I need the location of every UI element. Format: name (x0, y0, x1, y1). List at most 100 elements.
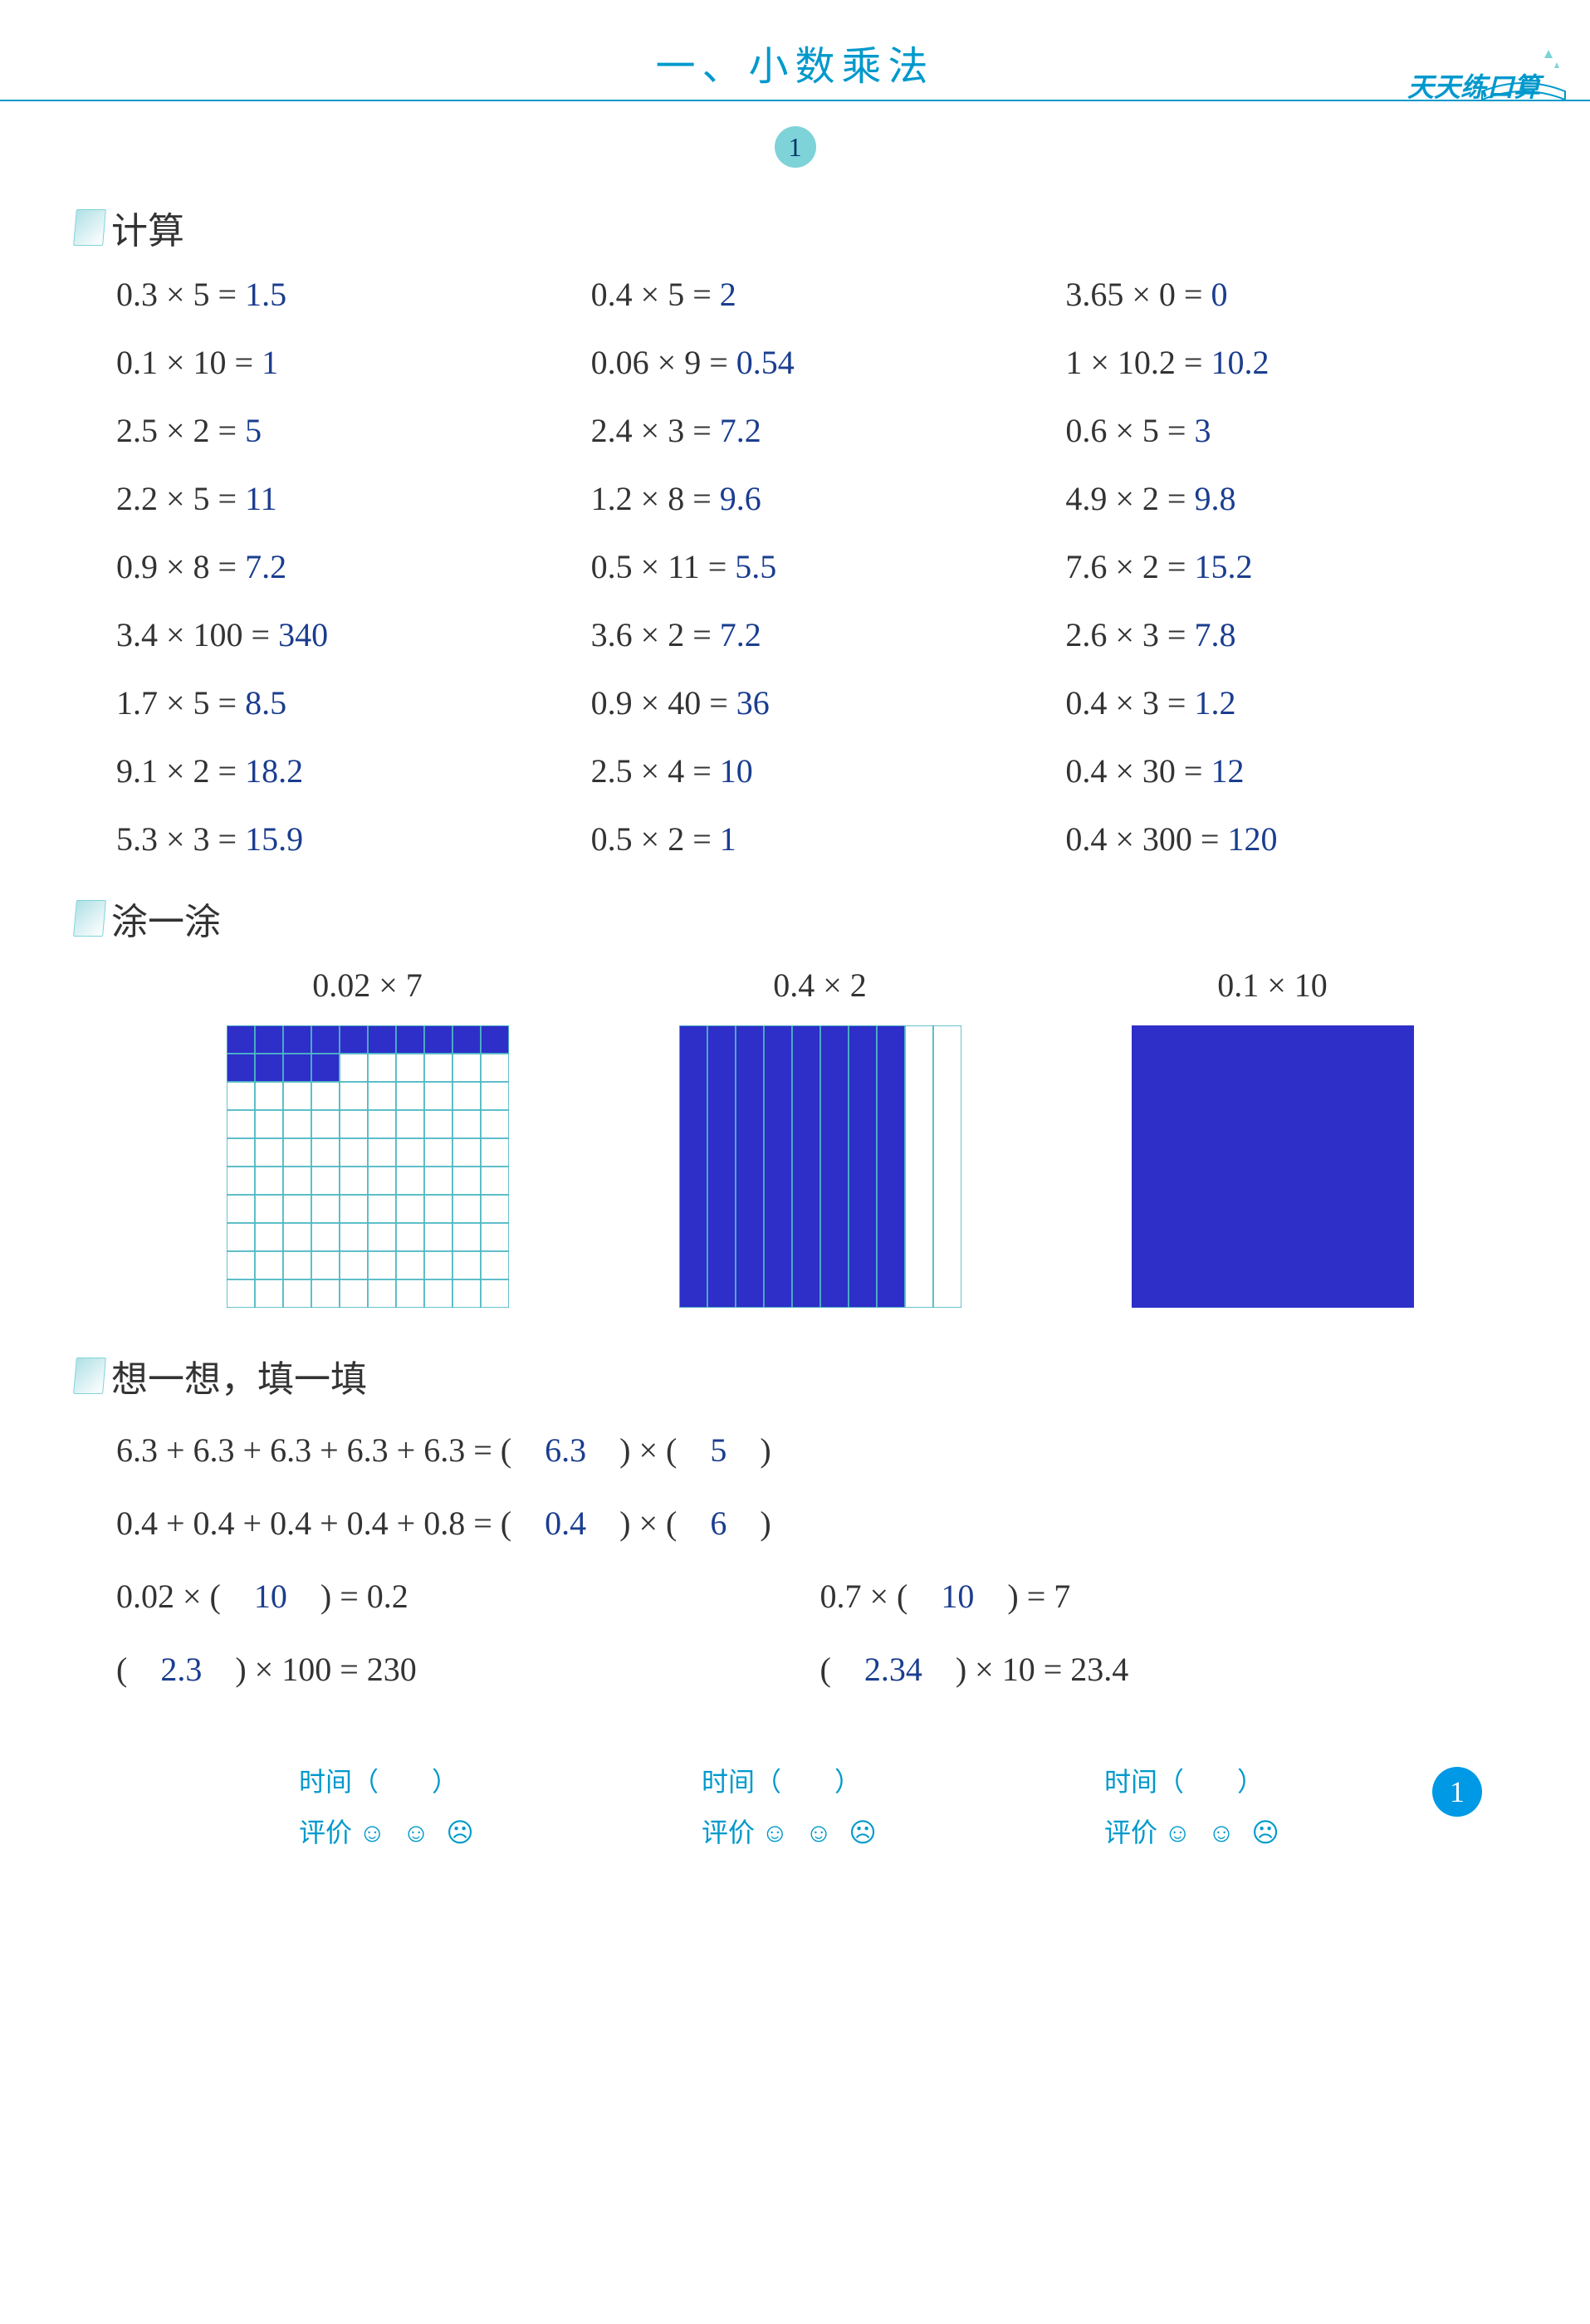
time-label: 时间（ ） (1104, 1757, 1474, 1808)
title-underline (0, 100, 1590, 101)
calc-answer: 9.6 (720, 480, 761, 517)
fill-text: 0.4 + 0.4 + 0.4 + 0.4 + 0.8 = ( (116, 1504, 545, 1542)
fill-answer: 10 (254, 1578, 287, 1615)
calc-problem: 2.2 × 5 = (116, 480, 245, 517)
fill-text: ) (727, 1504, 771, 1542)
calc-problem: 0.9 × 8 = (116, 548, 245, 585)
calc-cell: 7.6 × 2 = 15.2 (1065, 547, 1507, 586)
calc-problem: 0.4 × 3 = (1065, 684, 1194, 722)
smiley-icons: ☺ ☺ ☹ (761, 1818, 882, 1847)
shade-row: 0.02 × 70.4 × 20.1 × 10 (166, 966, 1474, 1308)
calc-problem: 3.4 × 100 = (116, 616, 278, 653)
fill-item: ( 2.34 ) × 10 = 23.4 (820, 1642, 1475, 1690)
calc-problem: 7.6 × 2 = (1065, 548, 1194, 585)
fill-text: 0.7 × ( (820, 1578, 942, 1615)
calc-answer: 7.8 (1194, 616, 1235, 653)
fill-text: ) × 100 = 230 (202, 1651, 416, 1688)
smiley-icons: ☺ ☺ ☹ (1164, 1818, 1284, 1847)
calc-cell: 0.4 × 3 = 1.2 (1065, 683, 1507, 722)
calc-cell: 0.6 × 5 = 3 (1065, 411, 1507, 450)
calc-answer: 11 (245, 480, 277, 517)
section-shade-header: 涂一涂 (75, 892, 1524, 945)
time-label: 时间（ ） (702, 1757, 1071, 1808)
fill-text: ) × ( (586, 1504, 710, 1542)
calc-cell: 5.3 × 3 = 15.9 (116, 820, 558, 859)
fill-answer: 0.4 (545, 1504, 586, 1542)
calc-answer: 340 (278, 616, 328, 653)
shade-item: 0.02 × 7 (166, 966, 569, 1308)
calc-answer: 1.2 (1194, 684, 1235, 722)
calc-cell: 0.9 × 8 = 7.2 (116, 547, 558, 586)
calc-problem: 0.5 × 11 = (591, 548, 736, 585)
section-shade-title: 涂一涂 (111, 892, 221, 945)
shade-label: 0.4 × 2 (619, 966, 1021, 1005)
calc-answer: 0 (1211, 276, 1227, 313)
fill-text: ) × 10 = 23.4 (922, 1651, 1128, 1688)
calc-cell: 0.4 × 30 = 12 (1065, 751, 1507, 790)
calc-problem: 0.1 × 10 = (116, 344, 262, 381)
fill-text: 0.02 × ( (116, 1578, 254, 1615)
calc-problem: 0.4 × 300 = (1065, 820, 1227, 858)
calc-cell: 3.6 × 2 = 7.2 (591, 615, 1033, 654)
section-calc-title: 计算 (111, 201, 184, 254)
calc-cell: 2.5 × 4 = 10 (591, 751, 1033, 790)
calc-problem: 2.5 × 2 = (116, 412, 245, 449)
fill-text: ( (820, 1651, 864, 1688)
calc-problem: 1 × 10.2 = (1065, 344, 1211, 381)
calc-cell: 4.9 × 2 = 9.8 (1065, 479, 1507, 518)
calc-answer: 0.54 (736, 344, 795, 381)
calc-problem: 0.3 × 5 = (116, 276, 245, 313)
main-title: 一、小数乘法 (66, 33, 1524, 100)
fill-item: 0.4 + 0.4 + 0.4 + 0.4 + 0.8 = ( 0.4 ) × … (116, 1496, 1474, 1544)
calc-cell: 1 × 10.2 = 10.2 (1065, 343, 1507, 382)
calc-answer: 9.8 (1194, 480, 1235, 517)
fill-answer: 10 (941, 1578, 974, 1615)
calc-answer: 8.5 (245, 684, 286, 722)
calc-problem: 3.65 × 0 = (1065, 276, 1211, 313)
calc-problem: 1.7 × 5 = (116, 684, 245, 722)
fill-answer: 2.3 (160, 1651, 202, 1688)
footer-cell-3: 时间（ ） 评价 ☺ ☺ ☹ (1104, 1757, 1474, 1858)
calc-problem: 0.4 × 30 = (1065, 752, 1211, 790)
calc-cell: 0.3 × 5 = 1.5 (116, 275, 558, 314)
section-calc-header: 计算 (75, 201, 1524, 254)
calc-answer: 7.2 (245, 548, 286, 585)
fill-answer: 5 (710, 1431, 727, 1469)
fill-answer: 2.34 (864, 1651, 922, 1688)
calc-problem: 0.06 × 9 = (591, 344, 736, 381)
calc-problem: 0.6 × 5 = (1065, 412, 1194, 449)
calc-answer: 36 (736, 684, 770, 722)
shade-grid (227, 1025, 509, 1308)
calc-answer: 5.5 (735, 548, 776, 585)
section-icon (73, 1358, 106, 1394)
calc-cell: 0.1 × 10 = 1 (116, 343, 558, 382)
fill-item: 6.3 + 6.3 + 6.3 + 6.3 + 6.3 = ( 6.3 ) × … (116, 1423, 1474, 1471)
calc-problem: 2.6 × 3 = (1065, 616, 1194, 653)
calc-cell: 1.7 × 5 = 8.5 (116, 683, 558, 722)
calc-grid: 0.3 × 5 = 1.50.4 × 5 = 23.65 × 0 = 00.1 … (116, 275, 1507, 859)
calc-answer: 10 (720, 752, 753, 790)
calc-answer: 15.2 (1194, 548, 1252, 585)
fill-text: ) (727, 1431, 771, 1469)
calc-answer: 3 (1194, 412, 1211, 449)
calc-problem: 4.9 × 2 = (1065, 480, 1194, 517)
shade-label: 0.02 × 7 (166, 966, 569, 1005)
fill-item: 0.02 × ( 10 ) = 0.2 (116, 1569, 771, 1617)
calc-answer: 15.9 (245, 820, 303, 858)
calc-problem: 5.3 × 3 = (116, 820, 245, 858)
footer-cell-1: 时间（ ） 评价 ☺ ☺ ☹ (299, 1757, 668, 1858)
calc-answer: 1.5 (245, 276, 286, 313)
calc-problem: 1.2 × 8 = (591, 480, 720, 517)
smiley-icons: ☺ ☺ ☹ (359, 1818, 479, 1847)
section-fill-title: 想一想，填一填 (111, 1349, 367, 1402)
shade-grid (1132, 1025, 1414, 1308)
calc-problem: 3.6 × 2 = (591, 616, 720, 653)
calc-cell: 0.5 × 2 = 1 (591, 820, 1033, 859)
footer: 时间（ ） 评价 ☺ ☺ ☹ 时间（ ） 评价 ☺ ☺ ☹ 时间（ ） 评价 ☺… (299, 1757, 1474, 1858)
calc-answer: 5 (245, 412, 262, 449)
section-icon (73, 209, 106, 246)
calc-answer: 1 (262, 344, 278, 381)
calc-answer: 7.2 (720, 412, 761, 449)
header: 一、小数乘法 天天练口算 (66, 33, 1524, 101)
fill-answer: 6.3 (545, 1431, 586, 1469)
